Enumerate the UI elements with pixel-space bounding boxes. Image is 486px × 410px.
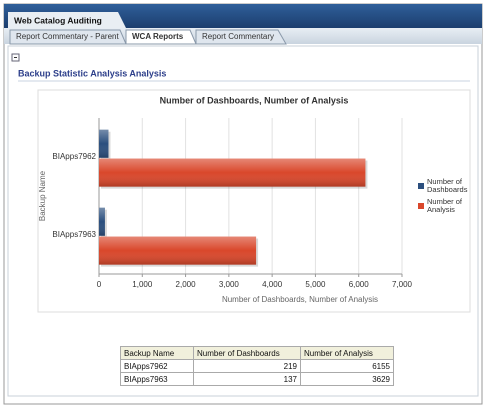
tab[interactable] <box>9 29 127 45</box>
x-tick-label: 5,000 <box>305 280 326 289</box>
bar-shine <box>99 158 366 187</box>
tab-active[interactable] <box>125 29 197 45</box>
app-title: Web Catalog Auditing <box>14 15 102 25</box>
data-table: Backup Name Number of Dashboards Number of… <box>120 346 394 386</box>
legend-line: Number of <box>427 177 463 186</box>
y-tick-label: BIApps7962 <box>52 152 96 161</box>
tab-label[interactable]: WCA Reports <box>132 32 184 41</box>
legend-line: Dashboards <box>427 185 468 194</box>
x-tick-label: 3,000 <box>219 280 240 289</box>
chart-title: Number of Dashboards, Number of Analysis <box>160 95 349 105</box>
x-tick-label: 4,000 <box>262 280 283 289</box>
table-cell: 6155 <box>300 359 394 373</box>
legend-line: Analysis <box>427 205 455 214</box>
legend-swatch <box>418 183 424 189</box>
section-title: Backup Statistic Analysis Analysis <box>18 68 166 78</box>
y-axis-label: Backup Name <box>38 170 47 221</box>
header-cell: Number of Dashboards <box>193 346 301 360</box>
header-row: Backup Name Number of Dashboards Number of… <box>120 346 394 360</box>
x-tick-label: 2,000 <box>176 280 197 289</box>
table-cell: 219 <box>193 359 301 373</box>
legend-label: Number of Analysis <box>427 197 463 214</box>
x-tick-label: 1,000 <box>132 280 153 289</box>
x-tick-label: 7,000 <box>392 280 413 289</box>
table-cell: BIApps7962 <box>120 359 194 373</box>
x-tick-label: 6,000 <box>349 280 370 289</box>
tab[interactable] <box>195 29 287 45</box>
header-cell: Backup Name <box>120 346 194 360</box>
legend-swatch <box>418 203 424 209</box>
table-wrap: Backup Name Number of Dashboards Number of… <box>120 346 394 386</box>
x-axis-label: Number of Dashboards, Number of Analysis <box>222 295 378 304</box>
legend-label: Number of Dashboards <box>427 177 468 194</box>
bar-shine <box>99 207 105 236</box>
table-row: BIApps7962 219 6155 <box>120 359 394 373</box>
bar-shine <box>99 129 109 158</box>
y-tick-label: BIApps7963 <box>52 230 96 239</box>
x-tick-label: 0 <box>97 280 102 289</box>
legend-line: Number of <box>427 197 463 206</box>
header-cell: Number of Analysis <box>300 346 394 360</box>
app-tab <box>8 12 126 28</box>
bar-shine <box>99 236 257 265</box>
table-cell: 137 <box>193 372 301 386</box>
tab-label[interactable]: Report Commentary - Parent <box>16 32 119 41</box>
table-cell: BIApps7963 <box>120 372 194 386</box>
chart-frame <box>37 89 471 313</box>
tab-label[interactable]: Report Commentary <box>202 32 274 41</box>
table-cell: 3629 <box>300 372 394 386</box>
table-row: BIApps7963 137 3629 <box>120 372 394 386</box>
